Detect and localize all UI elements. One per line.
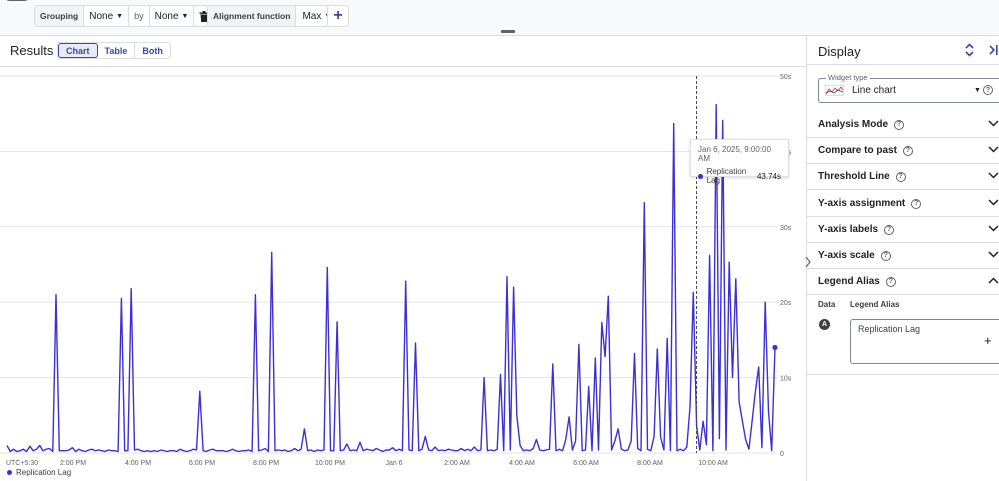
add-alias-button[interactable]: + (984, 333, 992, 348)
add-operation-button[interactable]: + (327, 5, 349, 27)
section-label: Y-axis assignment (818, 198, 906, 209)
resize-handle[interactable] (501, 30, 515, 33)
panel-collapse-icon[interactable] (805, 256, 811, 271)
chevron-down-icon (988, 198, 999, 209)
chart-tooltip: Jan 6, 2025, 9:00:00 AM Replication Lag … (690, 139, 789, 185)
data-column-header: Data (818, 300, 836, 309)
legend-alias-input[interactable]: Replication Lag (850, 319, 999, 364)
query-toolbar: Grouping None ▼ by None ▼ Alignment func… (0, 0, 999, 36)
chevron-up-icon (988, 276, 999, 287)
x-tick-label: 2:00 AM (444, 460, 470, 467)
grouping-label: Grouping (35, 6, 85, 26)
help-icon[interactable]: ? (902, 145, 913, 156)
series-line-replication-lag (6, 104, 776, 453)
alignment-control: Alignment function Max ▼ (207, 5, 339, 27)
section-legend-alias-label: Legend Alias (818, 276, 880, 287)
section-label: Y-axis scale (818, 250, 875, 261)
group-by-select[interactable]: None ▼ (150, 6, 194, 26)
section-compare-to-past[interactable]: Compare to past? (807, 138, 999, 164)
alignment-label: Alignment function (208, 6, 297, 26)
x-tick-label: 6:00 AM (573, 460, 599, 467)
line-chart-icon (825, 85, 844, 96)
chevron-down-icon (988, 145, 999, 156)
widget-type-label: Widget type (826, 73, 870, 82)
section-y-axis-assignment[interactable]: Y-axis assignment? (807, 191, 999, 217)
y-tick-label: 50s (780, 74, 792, 81)
tab-chart[interactable]: Chart (58, 43, 98, 58)
section-y-axis-scale[interactable]: Y-axis scale? (807, 243, 999, 269)
tooltip-date: Jan 6, 2025, 9:00:00 AM (698, 145, 771, 163)
y-tick-label: 30s (780, 225, 792, 232)
chevron-down-icon (988, 224, 999, 235)
x-tick-label: 4:00 PM (125, 460, 151, 467)
section-label: Analysis Mode (818, 119, 889, 130)
collapsed-tab-indicator (6, 0, 28, 1)
widget-type-select[interactable]: Widget type Line chart ▼ (818, 73, 999, 103)
x-tick-label: 8:00 AM (637, 460, 663, 467)
section-legend-alias[interactable]: Legend Alias ? (807, 269, 999, 295)
y-tick-label: 10s (780, 376, 792, 383)
caret-down-icon: ▼ (974, 87, 981, 94)
section-label: Compare to past (818, 145, 897, 156)
section-label: Threshold Line (818, 171, 890, 182)
chevron-down-icon (988, 119, 999, 130)
x-tick-label: 6:00 PM (189, 460, 215, 467)
section-y-axis-labels[interactable]: Y-axis labels? (807, 217, 999, 243)
x-tick-label: 10:00 AM (698, 460, 728, 467)
tab-table[interactable]: Table (98, 43, 136, 58)
line-chart[interactable]: 010s20s30s40s50sUTC+5:302:00 PM4:00 PM6:… (0, 67, 806, 481)
caret-down-icon: ▼ (116, 12, 124, 20)
trash-icon (199, 10, 209, 22)
tooltip-value: 43.74s (756, 171, 781, 181)
query-badge: A (819, 319, 830, 330)
plus-icon: + (333, 7, 343, 24)
help-icon[interactable]: ? (895, 171, 906, 182)
help-icon[interactable]: ? (885, 276, 896, 287)
last-point-marker (772, 344, 778, 351)
results-title: Results (10, 43, 54, 58)
grouping-select[interactable]: None ▼ (84, 6, 128, 26)
y-tick-label: 0 (780, 451, 784, 458)
y-tick-label: 20s (780, 300, 792, 307)
x-tick-label: 8:00 PM (253, 460, 279, 467)
tooltip-series: Replication Lag (706, 167, 747, 185)
section-label: Y-axis labels (818, 224, 879, 235)
delete-grouping-button[interactable] (194, 6, 214, 26)
tab-both[interactable]: Both (142, 45, 163, 56)
by-label: by (134, 11, 144, 21)
legend-alias-body: Data Legend Alias A Replication Lag + (807, 295, 999, 375)
legend-swatch (7, 470, 12, 475)
chart-legend[interactable]: Replication Lag (7, 468, 71, 477)
help-icon[interactable]: ? (880, 250, 891, 261)
panel-title: Display (818, 44, 861, 59)
close-panel-icon[interactable] (988, 43, 999, 60)
alignment-value: Max (302, 10, 322, 22)
group-by-value: None (154, 10, 179, 22)
view-toggle: Chart Table Both (57, 42, 171, 59)
x-tick-label: 2:00 PM (60, 460, 86, 467)
caret-down-icon: ▼ (181, 12, 189, 20)
chevron-down-icon (988, 171, 999, 182)
display-panel: Display Widget type Line chart ▼ ? Analy… (806, 36, 999, 481)
help-icon[interactable]: ? (884, 224, 895, 235)
grouping-control: Grouping None ▼ by None ▼ (34, 5, 216, 27)
alias-column-header: Legend Alias (850, 300, 900, 309)
chevron-down-icon (988, 250, 999, 261)
x-tick-label: 10:00 PM (315, 460, 345, 467)
grouping-value: None (89, 10, 114, 22)
section-analysis-mode[interactable]: Analysis Mode? (807, 112, 999, 138)
help-icon[interactable]: ? (911, 198, 922, 209)
tooltip-swatch (698, 173, 703, 179)
expand-collapse-icon[interactable] (964, 43, 975, 60)
legend-label: Replication Lag (16, 468, 72, 477)
help-icon[interactable]: ? (894, 119, 905, 130)
widget-type-value: Line chart (852, 85, 896, 96)
x-tick-label: 4:00 AM (509, 460, 535, 467)
section-threshold-line[interactable]: Threshold Line? (807, 164, 999, 190)
help-icon[interactable]: ? (983, 85, 993, 95)
x-tick-label: Jan 6 (385, 460, 402, 467)
x-tick-label: UTC+5:30 (6, 460, 38, 467)
